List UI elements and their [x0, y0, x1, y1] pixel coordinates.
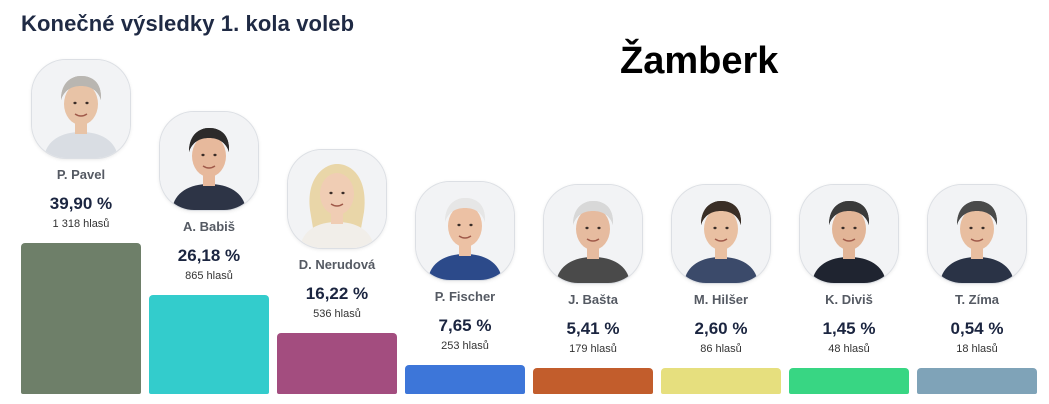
bar-2 [149, 295, 269, 394]
votes-label: 18 hlasů [956, 343, 998, 355]
bar-5 [533, 368, 653, 394]
candidate-photo-basta [544, 185, 642, 283]
votes-label: 536 hlasů [313, 308, 361, 320]
bar-1 [21, 243, 141, 394]
bar-7 [789, 368, 909, 394]
candidate-name: M. Hilšer [693, 292, 749, 307]
percent-label: 39,90 % [49, 194, 113, 213]
candidate-name: J. Bašta [568, 292, 618, 307]
percent-label: 0,54 % [950, 319, 1004, 338]
percent-label: 7,65 % [438, 316, 492, 335]
candidate-photo-zima [928, 185, 1026, 283]
percent-label: 26,18 % [177, 246, 241, 265]
votes-label: 48 hlasů [828, 343, 870, 355]
candidate-photo-fischer [416, 182, 514, 280]
candidate-photo-babis [160, 112, 258, 210]
votes-label: 86 hlasů [700, 343, 742, 355]
candidate-photo-hilser [672, 185, 770, 283]
percent-label: 16,22 % [305, 284, 369, 303]
candidate-name: A. Babiš [182, 219, 235, 234]
candidate-name: K. Diviš [825, 292, 873, 307]
votes-label: 179 hlasů [569, 343, 617, 355]
candidate-name: P. Pavel [56, 167, 106, 182]
candidate-photo-nerudova [288, 150, 386, 248]
bar-6 [661, 368, 781, 394]
percent-label: 5,41 % [566, 319, 620, 338]
candidate-name: T. Zíma [954, 292, 1000, 307]
candidate-name: D. Nerudová [298, 257, 376, 272]
votes-label: 253 hlasů [441, 340, 489, 352]
votes-label: 1 318 hlasů [52, 218, 110, 230]
bar-8 [917, 368, 1037, 394]
place-name: Žamberk [620, 40, 779, 82]
percent-label: 2,60 % [694, 319, 748, 338]
candidate-photo-pavel [32, 60, 130, 158]
chart-title: Konečné výsledky 1. kola voleb [21, 11, 355, 36]
bar-3 [277, 333, 397, 394]
percent-label: 1,45 % [822, 319, 876, 338]
candidate-name: P. Fischer [434, 289, 496, 304]
candidate-photo-divis [800, 185, 898, 283]
bar-4 [405, 365, 525, 394]
votes-label: 865 hlasů [185, 270, 233, 282]
